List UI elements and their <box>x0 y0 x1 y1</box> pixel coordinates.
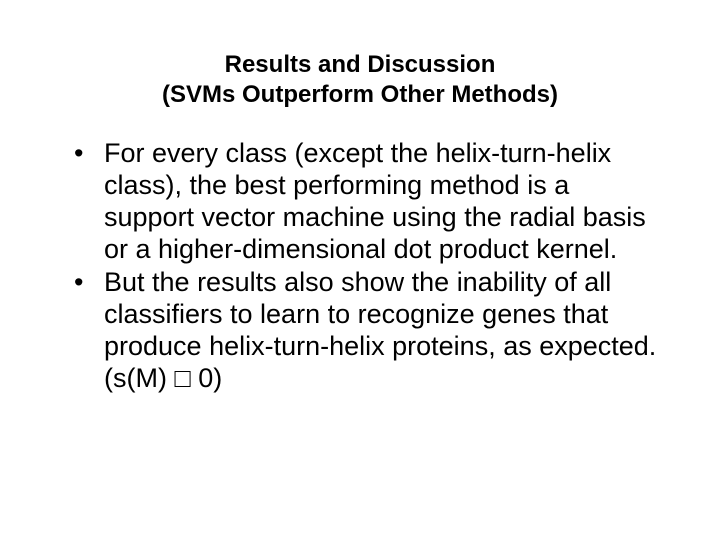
list-item: But the results also show the inability … <box>60 267 660 394</box>
bullet-text: But the results also show the inability … <box>104 267 656 393</box>
bullet-list: For every class (except the helix-turn-h… <box>60 138 660 395</box>
list-item: For every class (except the helix-turn-h… <box>60 138 660 265</box>
bullet-text: For every class (except the helix-turn-h… <box>104 138 646 264</box>
slide-title: Results and Discussion (SVMs Outperform … <box>60 50 660 110</box>
title-line-1: Results and Discussion <box>60 50 660 80</box>
title-line-2: (SVMs Outperform Other Methods) <box>60 80 660 110</box>
slide-container: Results and Discussion (SVMs Outperform … <box>0 0 720 540</box>
